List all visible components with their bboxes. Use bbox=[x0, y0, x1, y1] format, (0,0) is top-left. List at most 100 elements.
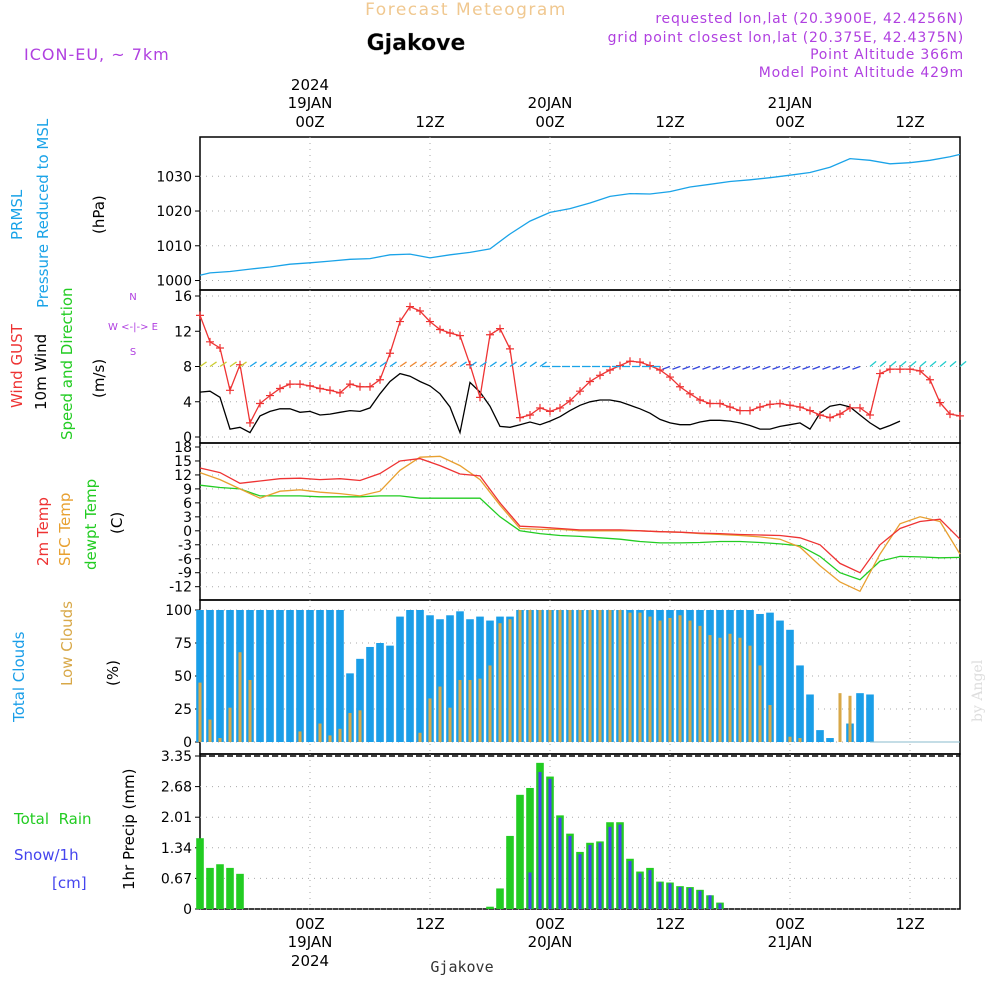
bottom-axis-label: 12Z bbox=[895, 915, 924, 933]
snow-bar bbox=[588, 845, 592, 909]
total-cloud-bar bbox=[196, 610, 204, 742]
total-cloud-bar bbox=[776, 620, 784, 742]
gust-point bbox=[766, 400, 774, 409]
total-cloud-bar bbox=[376, 643, 384, 742]
low-cloud-bar bbox=[508, 619, 512, 742]
low-clouds-label: Low Clouds bbox=[58, 601, 76, 686]
wind-direction-arrow bbox=[812, 365, 821, 370]
cloud-labels: Total Clouds Low Clouds (%) bbox=[10, 601, 122, 723]
wind-direction-arrow bbox=[692, 365, 701, 370]
top-axis-label: 12Z bbox=[415, 113, 444, 131]
wind-direction-arrow bbox=[672, 365, 681, 370]
low-cloud-bar bbox=[788, 736, 792, 742]
wind-direction-arrow bbox=[732, 365, 741, 370]
wind-direction-arrow bbox=[319, 361, 327, 368]
low-cloud-bar bbox=[498, 623, 502, 742]
model-altitude: Model Point Altitude 429m bbox=[759, 65, 964, 81]
wind-direction-arrow bbox=[429, 361, 437, 368]
gust-point bbox=[496, 324, 504, 333]
low-cloud-bar bbox=[568, 610, 572, 742]
total-cloud-bar bbox=[766, 612, 774, 742]
snow-bar bbox=[698, 890, 702, 909]
total-cloud-bar bbox=[346, 673, 354, 742]
low-cloud-bar bbox=[608, 610, 612, 742]
gust-point bbox=[446, 329, 454, 338]
gust-point bbox=[366, 382, 374, 391]
gust-point bbox=[276, 384, 284, 393]
gust-point bbox=[726, 403, 734, 412]
gust-point bbox=[386, 349, 394, 358]
total-cloud-bar bbox=[456, 611, 464, 742]
precip-ylabel: 1hr Precip (mm) bbox=[120, 769, 138, 890]
y-tick-label: -12 bbox=[169, 580, 192, 596]
snow-bar bbox=[568, 835, 572, 909]
bottom-axis-label: 2024 bbox=[291, 952, 329, 970]
wind-direction-arrow bbox=[369, 361, 377, 368]
wind-direction-arrow bbox=[949, 360, 957, 367]
gust-point bbox=[646, 361, 654, 370]
gust-point bbox=[956, 411, 964, 420]
gust-point bbox=[656, 366, 664, 375]
low-cloud-bar bbox=[698, 625, 702, 742]
gust-point bbox=[256, 399, 264, 408]
low-cloud-bar bbox=[518, 610, 522, 742]
bottom-axis-label: 00Z bbox=[775, 915, 804, 933]
temp-label: 2m Temp bbox=[34, 497, 52, 566]
low-cloud-bar bbox=[688, 620, 692, 742]
snow-bar bbox=[658, 882, 662, 909]
low-cloud-bar bbox=[718, 637, 722, 742]
gust-point bbox=[336, 388, 344, 397]
gust-point bbox=[786, 401, 794, 410]
snow-bar bbox=[628, 861, 632, 909]
gust-point bbox=[876, 369, 884, 378]
rain-bar bbox=[486, 906, 494, 909]
wind-speed-line bbox=[199, 372, 901, 435]
gust-point bbox=[476, 393, 484, 402]
gust-point bbox=[606, 366, 614, 375]
bottom-axis-label: 00Z bbox=[295, 915, 324, 933]
wind-direction-arrow bbox=[449, 361, 457, 368]
wind-direction-arrow bbox=[409, 361, 417, 368]
snow-bar bbox=[638, 873, 642, 909]
snow-bar bbox=[578, 854, 582, 909]
bottom-axis-label: 20JAN bbox=[528, 933, 573, 951]
wind-direction-arrow bbox=[762, 365, 771, 370]
wind-direction-arrow bbox=[919, 360, 927, 367]
top-axis-label: 12Z bbox=[895, 113, 924, 131]
y-tick-label: 50 bbox=[174, 669, 192, 685]
wind-direction-arrow bbox=[439, 361, 447, 368]
gust-point bbox=[586, 377, 594, 386]
low-cloud-bar bbox=[298, 731, 302, 742]
gust-point bbox=[316, 384, 324, 393]
y-tick-label: 0 bbox=[183, 902, 192, 918]
wind-direction-arrow bbox=[822, 365, 831, 370]
chart-subtitle: Forecast Meteogram bbox=[365, 0, 567, 20]
direction-label: Speed and Direction bbox=[58, 287, 76, 440]
pressure-labels: PRMSL Pressure Reduced to MSL (hPa) bbox=[8, 118, 108, 308]
dewpoint-line bbox=[199, 484, 961, 581]
snow-bar bbox=[608, 826, 612, 909]
snow-bar bbox=[668, 883, 672, 909]
gust-point bbox=[946, 410, 954, 419]
wind-direction-arrow bbox=[349, 361, 357, 368]
y-tick-label: 3.35 bbox=[161, 749, 192, 765]
gust-label: Wind GUST bbox=[8, 323, 26, 408]
gust-point bbox=[736, 406, 744, 415]
gust-point bbox=[846, 403, 854, 412]
low-cloud-bar bbox=[548, 610, 552, 742]
total-cloud-bar bbox=[266, 610, 274, 742]
wind-direction-arrow bbox=[752, 365, 761, 370]
wind-direction-arrow bbox=[309, 361, 317, 368]
wind-direction-arrow bbox=[509, 361, 517, 368]
gust-point bbox=[716, 399, 724, 408]
wind-direction-arrow bbox=[399, 361, 407, 368]
rain-bar bbox=[526, 787, 534, 909]
gust-point bbox=[326, 386, 334, 395]
precipitation-panel: 0 0.67 1.34 2.01 2.68 3.35 bbox=[161, 749, 961, 918]
wind-direction-arrow bbox=[299, 361, 307, 368]
wind-direction-arrow bbox=[842, 365, 851, 370]
low-cloud-bar bbox=[838, 693, 842, 742]
gust-point bbox=[866, 410, 874, 419]
snow-label: Snow/1h bbox=[14, 846, 79, 864]
y-tick-label: 2.68 bbox=[161, 780, 192, 796]
